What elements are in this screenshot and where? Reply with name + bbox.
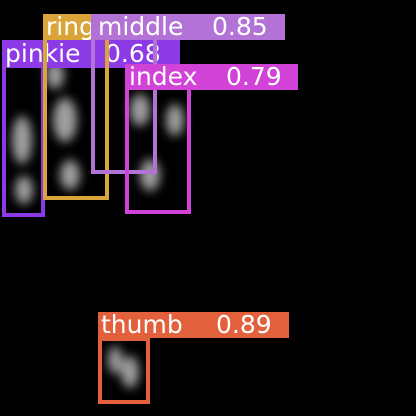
label-background — [125, 64, 298, 90]
score: 0.85 — [212, 12, 268, 41]
label: thumb — [101, 310, 183, 339]
detection-thumb: thumb 0.89 — [98, 310, 289, 404]
bounding-box — [98, 337, 150, 404]
score: 0.68 — [105, 39, 161, 68]
label: middle — [98, 12, 183, 41]
score: 0.89 — [216, 310, 272, 339]
label-background — [98, 312, 289, 338]
label: ring — [46, 12, 95, 41]
detection-middle: middle 0.85 — [91, 12, 285, 174]
detection-index: index 0.79 — [125, 62, 298, 214]
label: index — [129, 62, 197, 91]
label: pinkie — [5, 39, 80, 68]
label-background — [95, 14, 285, 40]
score: 0.79 — [226, 62, 282, 91]
